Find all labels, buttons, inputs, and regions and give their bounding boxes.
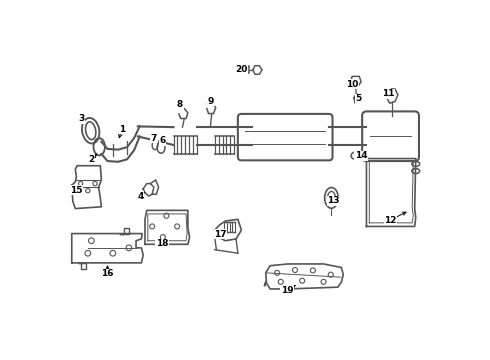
Text: 16: 16 (101, 269, 114, 278)
Text: 8: 8 (177, 100, 183, 109)
Text: 11: 11 (382, 89, 394, 98)
Text: 13: 13 (327, 196, 340, 205)
Text: 5: 5 (355, 94, 362, 103)
Text: 2: 2 (88, 155, 95, 164)
Text: 12: 12 (385, 216, 397, 225)
Text: 1: 1 (119, 125, 125, 134)
Text: 3: 3 (78, 114, 84, 123)
Text: 14: 14 (355, 151, 368, 160)
Text: 18: 18 (156, 239, 169, 248)
Text: 10: 10 (346, 80, 358, 89)
Text: 17: 17 (215, 230, 227, 239)
Text: 20: 20 (235, 66, 247, 75)
Text: 9: 9 (208, 97, 214, 106)
Text: 19: 19 (281, 285, 294, 294)
Text: 4: 4 (138, 192, 144, 201)
Text: 15: 15 (70, 185, 83, 194)
Text: 7: 7 (151, 134, 157, 143)
Text: 6: 6 (160, 136, 166, 145)
